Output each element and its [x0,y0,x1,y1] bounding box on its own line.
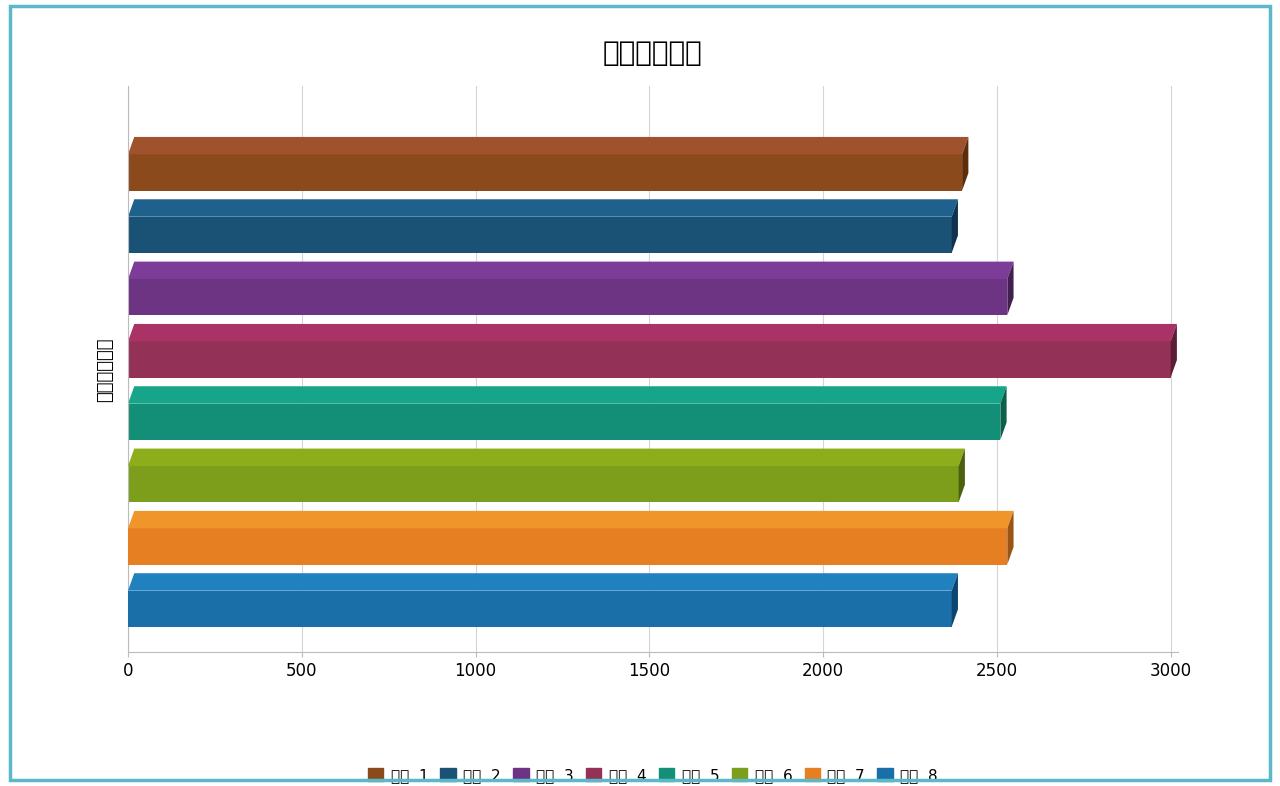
Bar [128,279,1007,315]
Legend: ラボ  1, ラボ  2, ラボ  3, ラボ  4, ラボ  5, ラボ  6, ラボ  7, ラボ  8: ラボ 1, ラボ 2, ラボ 3, ラボ 4, ラボ 5, ラボ 6, ラボ 7… [362,762,943,786]
Polygon shape [128,449,965,466]
Polygon shape [1001,386,1006,440]
Polygon shape [1171,324,1176,377]
Bar [128,217,952,253]
Bar [128,466,959,502]
Polygon shape [1007,511,1014,564]
Polygon shape [1007,262,1014,315]
Bar [128,404,1001,440]
Title: システム圧力: システム圧力 [603,39,703,68]
Polygon shape [128,386,1006,404]
Polygon shape [128,324,1176,341]
Polygon shape [128,573,957,590]
Bar [128,590,952,626]
Polygon shape [128,262,1014,279]
Polygon shape [128,511,1014,528]
Polygon shape [963,137,969,190]
Polygon shape [959,449,965,502]
Bar [128,341,1171,377]
Y-axis label: システム圧力: システム圧力 [96,337,114,402]
Polygon shape [952,200,957,253]
Polygon shape [952,573,957,626]
Polygon shape [128,137,969,154]
Bar [128,528,1007,564]
Bar [128,154,963,190]
Polygon shape [128,200,957,217]
